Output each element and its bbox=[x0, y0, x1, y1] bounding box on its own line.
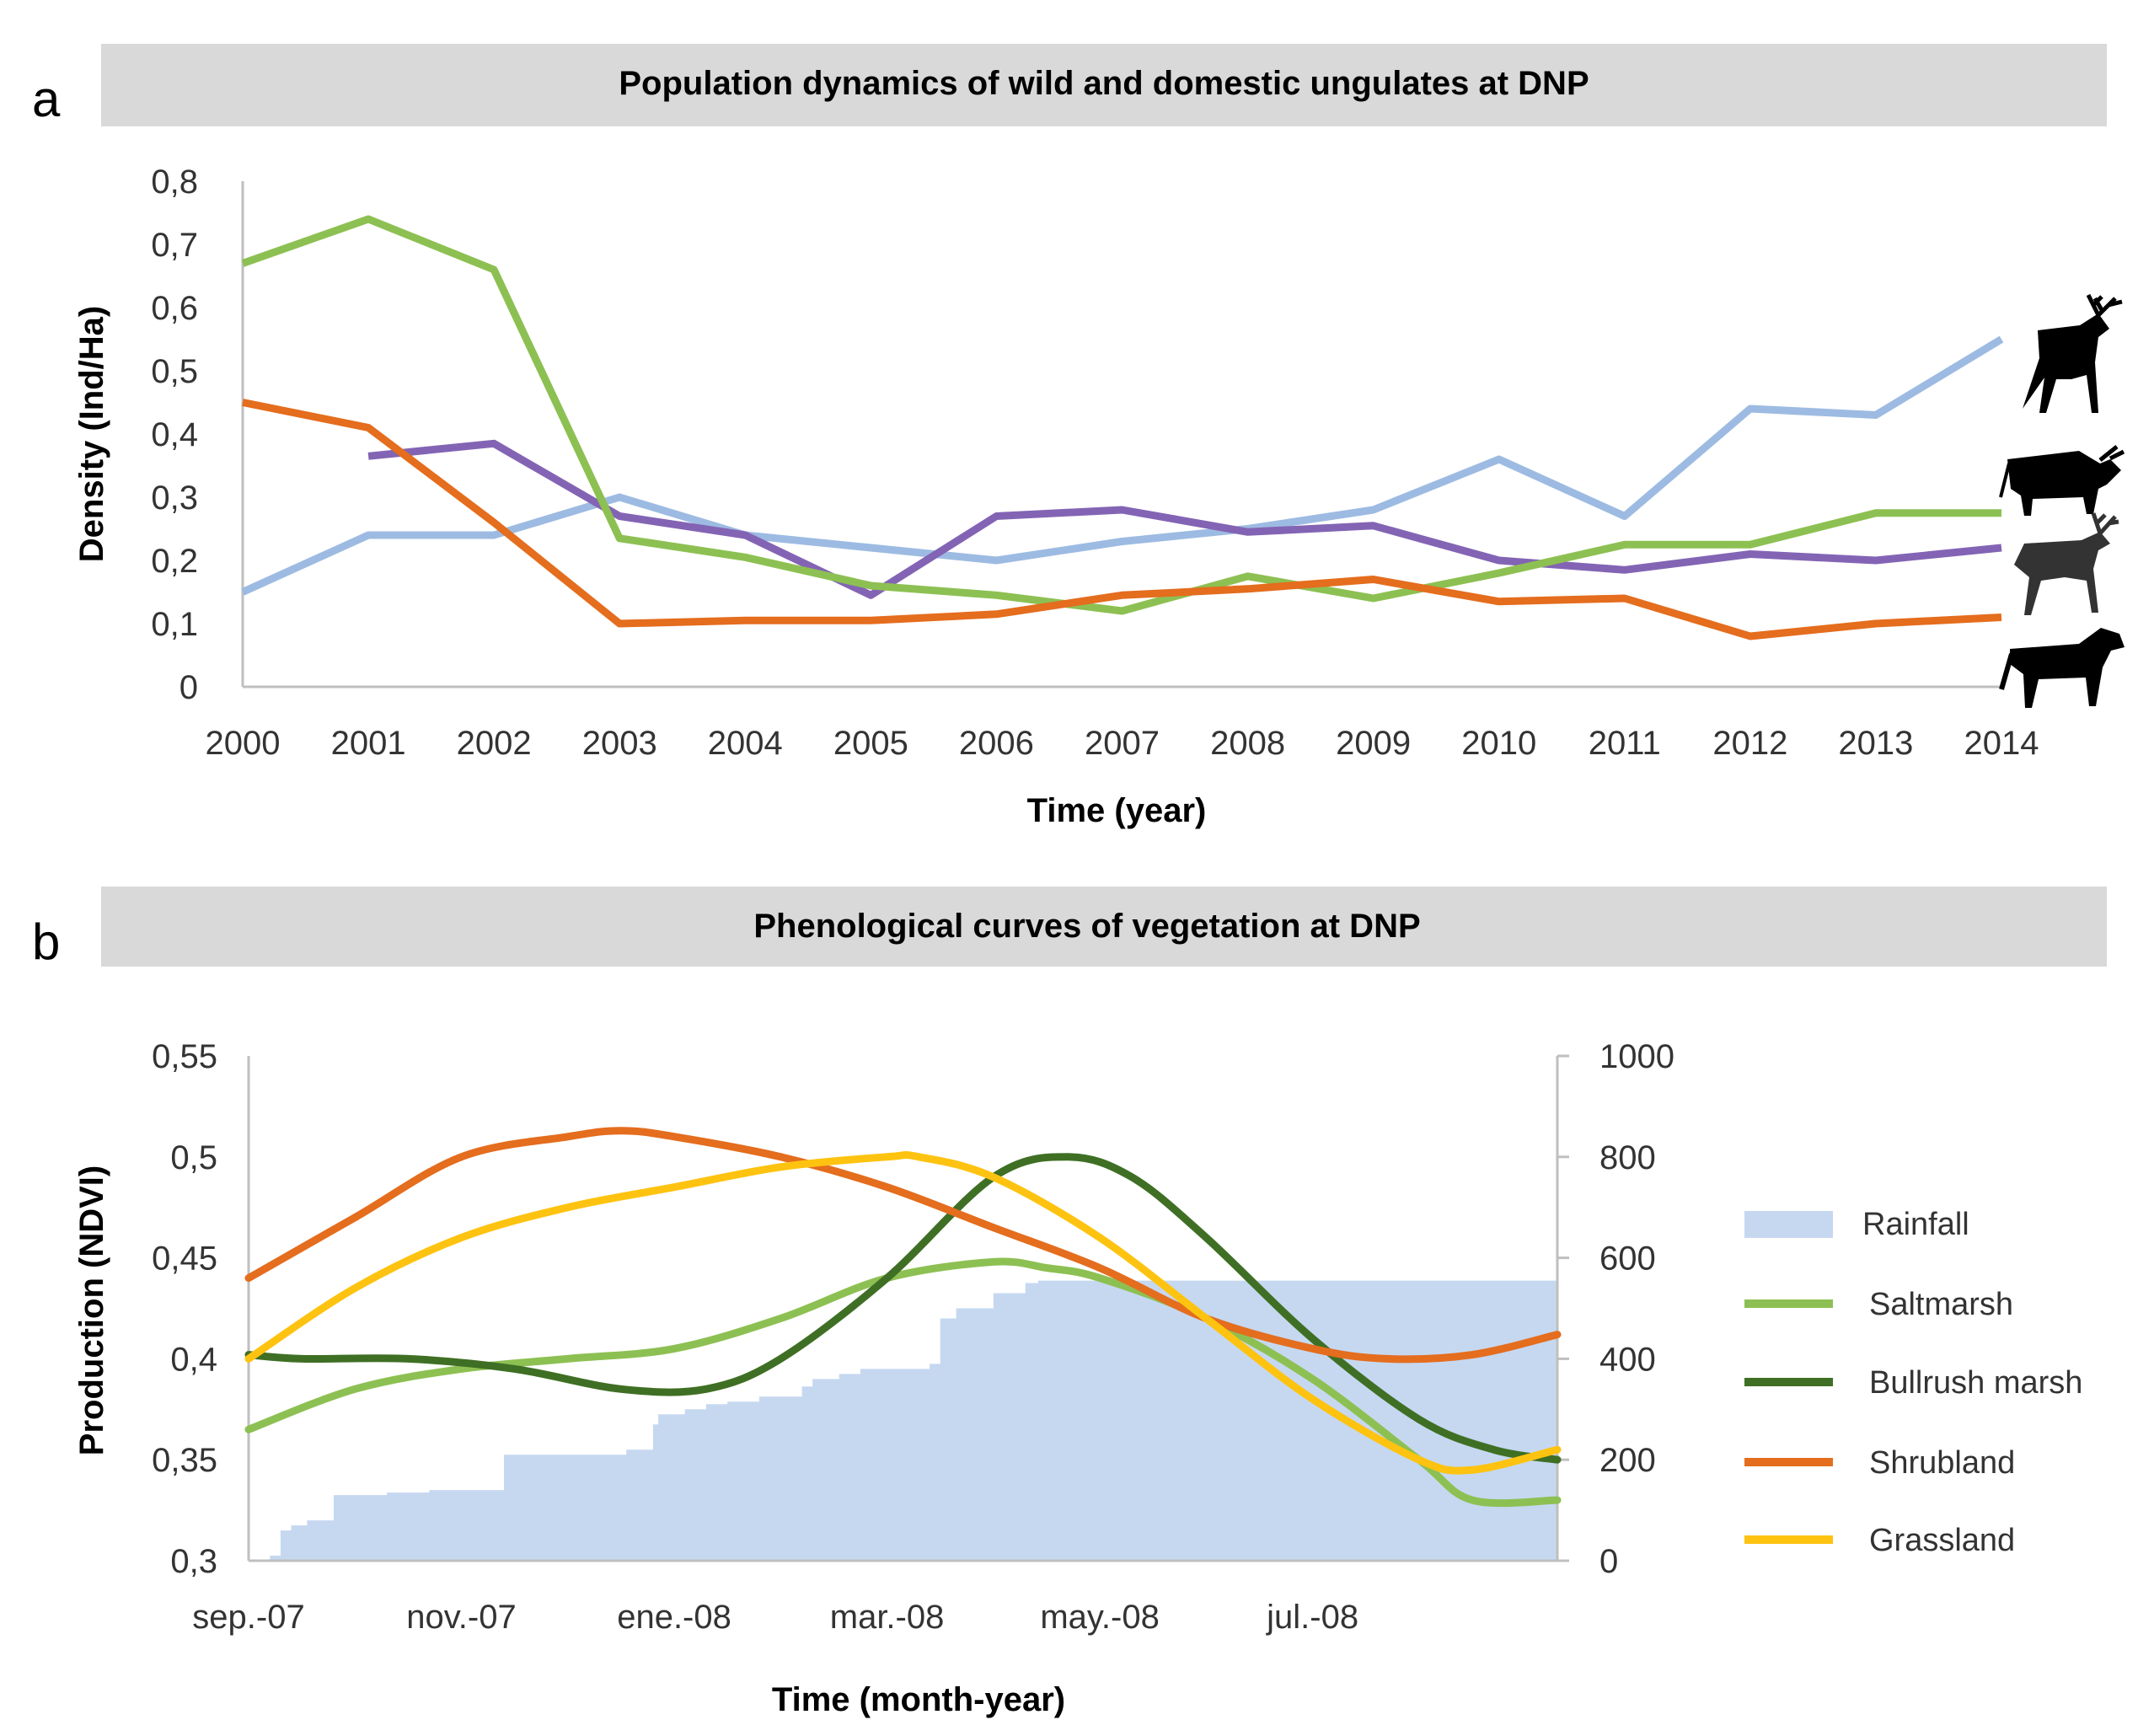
legend-label-shrubland: Shrubland bbox=[1869, 1445, 2015, 1481]
legend-label-saltmarsh: Saltmarsh bbox=[1869, 1287, 2013, 1322]
series-line-cattle bbox=[367, 439, 2002, 599]
x-tick-label: 2005 bbox=[833, 725, 908, 762]
panel-letter-b: b bbox=[32, 914, 60, 970]
y-tick-label: 0,6 bbox=[151, 290, 198, 327]
y2-tick-labels-b: 0 200 400 600 800 1000 bbox=[1599, 1038, 1674, 1580]
x-tick-label: 2007 bbox=[1085, 725, 1160, 762]
x-tick-label: 2012 bbox=[1712, 725, 1787, 762]
y-tick-label: 0,2 bbox=[151, 543, 198, 580]
series-line-bullrush-marsh bbox=[244, 1153, 1562, 1464]
horse-icon bbox=[1999, 628, 2125, 708]
x-tick-label: 2006 bbox=[959, 725, 1034, 762]
series-line-fallow-deer bbox=[241, 215, 2001, 615]
legend-label-bullrush-marsh: Bullrush marsh bbox=[1869, 1365, 2082, 1401]
y-tick-label: 0,45 bbox=[152, 1240, 217, 1278]
title-bar-b bbox=[101, 887, 2107, 967]
y-tick-labels-b: 0,3 0,35 0,4 0,45 0,5 0,55 bbox=[152, 1038, 217, 1580]
legend: Rainfall Saltmarsh Bullrush marsh Shrubl… bbox=[1744, 1207, 2082, 1558]
rainfall-area bbox=[249, 1280, 1557, 1561]
cattle-icon bbox=[1999, 445, 2125, 516]
y2-tick-label: 600 bbox=[1599, 1240, 1656, 1278]
x-tick-label: may.-08 bbox=[1040, 1599, 1160, 1636]
x-axis-title-b: Time (month-year) bbox=[772, 1681, 1065, 1718]
x-tick-label: 2000 bbox=[206, 725, 281, 762]
legend-label-rainfall: Rainfall bbox=[1862, 1207, 1969, 1242]
panel-a: a Population dynamics of wild and domest… bbox=[32, 44, 2125, 829]
x-axis-title-a: Time (year) bbox=[1027, 792, 1207, 829]
y-tick-label: 0,7 bbox=[151, 227, 198, 264]
y2-tick-label: 400 bbox=[1599, 1341, 1656, 1378]
x-tick-label: 2004 bbox=[708, 725, 783, 762]
y-tick-label: 0,35 bbox=[152, 1442, 217, 1479]
x-tick-label: 2014 bbox=[1964, 725, 2039, 762]
x-tick-label: sep.-07 bbox=[192, 1599, 304, 1636]
x-tick-labels-a: 2000 2001 2002 2003 2004 2005 2006 2007 2008 2009… bbox=[206, 725, 2039, 762]
x-tick-label: 2011 bbox=[1589, 725, 1661, 762]
y-tick-label: 0 bbox=[180, 669, 198, 706]
y2-tick-label: 1000 bbox=[1599, 1038, 1674, 1075]
chart-title-a: Population dynamics of wild and domestic… bbox=[619, 65, 1589, 102]
x-tick-label: 2010 bbox=[1461, 725, 1536, 762]
x-tick-label: 2002 bbox=[457, 725, 532, 762]
series-lines-b bbox=[244, 1127, 1562, 1508]
x-tick-label: mar.-08 bbox=[830, 1599, 945, 1636]
panel-letter-a: a bbox=[32, 71, 61, 127]
deer-icon bbox=[2023, 293, 2123, 413]
rainfall-series bbox=[249, 1280, 1557, 1561]
x-tick-label: 2008 bbox=[1210, 725, 1285, 762]
y-tick-label: 0,4 bbox=[170, 1341, 217, 1378]
y2-tick-label: 800 bbox=[1599, 1139, 1656, 1176]
y2-tick-label: 0 bbox=[1599, 1543, 1618, 1580]
y-tick-label: 0,8 bbox=[151, 163, 198, 201]
y-axis-title-b: Production (NDVI) bbox=[73, 1165, 110, 1455]
panel-b: b Phenological curves of vegetation at D… bbox=[32, 887, 2107, 1718]
x-tick-label: ene.-08 bbox=[617, 1599, 731, 1636]
x-tick-label: 2013 bbox=[1838, 725, 1913, 762]
series-line-red-deer bbox=[241, 335, 2004, 596]
legend-label-grassland: Grassland bbox=[1869, 1523, 2015, 1558]
y2-tick-label: 200 bbox=[1599, 1442, 1656, 1479]
y-tick-label: 0,3 bbox=[151, 480, 198, 517]
fallow-deer-icon bbox=[2014, 512, 2119, 615]
x-tick-label: 2001 bbox=[331, 725, 406, 762]
y-tick-label: 0,5 bbox=[170, 1139, 217, 1176]
x-tick-label: 2003 bbox=[582, 725, 657, 762]
y-axis-title-a: Density (Ind/Ha) bbox=[73, 306, 110, 562]
y-tick-label: 0,5 bbox=[151, 353, 198, 390]
series-line-horses bbox=[242, 399, 2002, 640]
legend-swatch-rainfall bbox=[1744, 1211, 1833, 1238]
series-line-shrubland bbox=[244, 1127, 1562, 1364]
series-line-grassland bbox=[244, 1151, 1562, 1475]
x-tick-labels-b: sep.-07 nov.-07 ene.-08 mar.-08 may.-08 jul.-… bbox=[192, 1599, 1358, 1636]
series-lines-a bbox=[241, 215, 2004, 640]
title-bar-a bbox=[101, 44, 2107, 126]
y2-tick-marks-b bbox=[1557, 1054, 1569, 1562]
x-tick-label: nov.-07 bbox=[406, 1599, 516, 1636]
y-tick-label: 0,3 bbox=[170, 1543, 217, 1580]
y-tick-labels-a: 0 0,1 0,2 0,3 0,4 0,5 0,6 0,7 0,8 bbox=[151, 163, 198, 706]
y-tick-label: 0,1 bbox=[151, 606, 198, 643]
chart-title-b: Phenological curves of vegetation at DNP bbox=[753, 908, 1420, 945]
x-tick-label: 2009 bbox=[1336, 725, 1411, 762]
y-tick-label: 0,55 bbox=[152, 1038, 217, 1075]
x-tick-label: jul.-08 bbox=[1266, 1599, 1358, 1636]
y-tick-label: 0,4 bbox=[151, 416, 198, 453]
